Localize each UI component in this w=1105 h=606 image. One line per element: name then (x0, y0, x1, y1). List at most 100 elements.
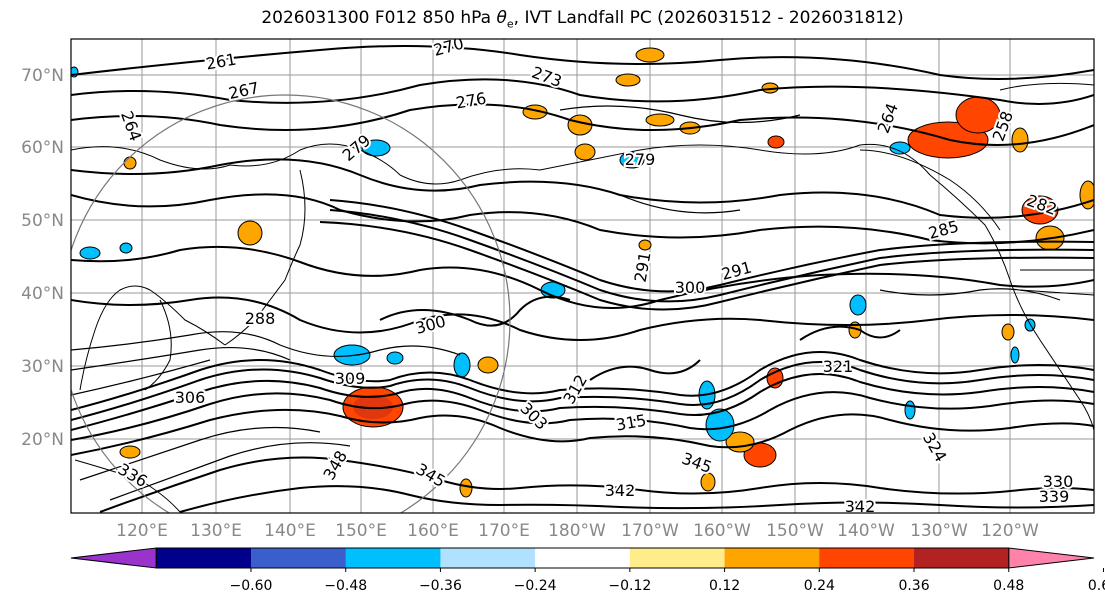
lat-label: 30°N (21, 357, 64, 377)
title-prefix: 2026031300 F012 850 hPa (261, 8, 497, 28)
contour-line (559, 105, 801, 124)
colorbar-tick-label: 0.12 (709, 578, 740, 594)
contour-line (619, 194, 741, 214)
contour-line (71, 103, 1094, 146)
lon-label: 130°W (910, 521, 968, 541)
coastline (399, 143, 931, 185)
fill-anomaly (904, 400, 916, 420)
contour-line (71, 351, 1094, 411)
contour-line (71, 158, 1094, 219)
fill-anomaly (638, 239, 652, 251)
lat-label: 40°N (21, 284, 64, 304)
contour-line (71, 78, 1094, 105)
fill-anomaly (119, 445, 141, 459)
contour-line (71, 245, 1094, 309)
lat-label: 50°N (21, 211, 64, 231)
contour-line (71, 359, 211, 396)
lon-label: 140°W (837, 521, 895, 541)
contour-label: 309 (335, 369, 366, 388)
fill-anomaly (1001, 323, 1015, 341)
fill-anomaly (119, 242, 133, 254)
contour-line (329, 199, 1094, 293)
colorbar-swatch (535, 548, 631, 568)
colorbar-swatch (724, 548, 820, 568)
colorbar-swatch (440, 548, 536, 568)
lon-label: 150°E (335, 521, 387, 541)
contour-line (71, 408, 1094, 456)
colorbar-swatch (345, 548, 441, 568)
fill-anomaly (849, 294, 867, 316)
contour-line (589, 359, 701, 381)
contour-label: 339 (1039, 487, 1070, 506)
theta-e-contours (71, 45, 1094, 513)
fill-anomaly (459, 478, 473, 498)
title-theta-subscript: e (506, 17, 514, 31)
fill-anomaly (123, 156, 137, 170)
fill-anomaly (237, 220, 263, 246)
contour-line (79, 426, 321, 481)
coastline (144, 299, 172, 391)
contour-line (71, 361, 1094, 421)
colorbar-tick-label: −0.12 (608, 578, 651, 594)
colorbar-swatch (819, 548, 915, 568)
lon-label: 140°E (264, 521, 316, 541)
fill-anomaly (574, 143, 596, 161)
contour-label: 300 (675, 278, 706, 297)
colorbar-tick-label: 0.60 (1088, 578, 1105, 594)
lon-label: 160°W (693, 521, 751, 541)
contour-line (71, 346, 291, 371)
fill-anomaly (333, 344, 371, 366)
colorbar-swatch (156, 548, 252, 568)
coastline (859, 149, 1001, 231)
fill-anomaly (889, 141, 911, 155)
lon-label: 160°E (407, 521, 459, 541)
colorbar-tick-label: −0.60 (230, 578, 273, 594)
lat-label: 60°N (21, 138, 64, 158)
fill-anomaly (353, 395, 393, 419)
coastline (71, 143, 401, 176)
lon-label: 170°W (621, 521, 679, 541)
coastline (999, 82, 1094, 91)
fill-anomaly (700, 472, 716, 492)
contour-line (329, 209, 1094, 303)
contour-line (879, 288, 1061, 301)
colorbar-tick-label: 0.24 (804, 578, 835, 594)
contour-label: 321 (823, 357, 854, 376)
theta-e-contours-thin (71, 105, 1061, 501)
contour-line (179, 485, 1094, 513)
coastline (74, 459, 181, 513)
fill-anomaly (1011, 127, 1029, 153)
contour-line (71, 373, 1094, 431)
contour-label: 279 (625, 150, 656, 169)
lon-label: 120°W (981, 521, 1039, 541)
lon-label: 170°E (478, 521, 530, 541)
fill-anomaly (645, 113, 675, 127)
fill-anomaly (79, 246, 101, 260)
contour-label: 342 (605, 481, 636, 500)
lat-label: 70°N (21, 66, 64, 86)
colorbar-extend-low (70, 547, 157, 569)
contour-line (71, 296, 1094, 341)
colorbar-extend-high (1008, 547, 1095, 569)
map-title: 2026031300 F012 850 hPa θe, IVT Landfall… (0, 8, 1105, 30)
contour-line (71, 193, 1094, 245)
contour-line (71, 45, 1094, 80)
contour-line (799, 325, 901, 341)
map-frame (70, 38, 1095, 514)
colorbar-swatch (629, 548, 725, 568)
contour-line (71, 391, 1094, 441)
fill-anomaly (361, 139, 391, 157)
contour-label: 342 (845, 497, 876, 516)
colorbar-tick-label: −0.48 (324, 578, 367, 594)
longitude-labels: 120°E 130°E 140°E 150°E 160°E 170°E 180°W 170°W… (116, 521, 1039, 541)
colorbar-tick-label: −0.24 (514, 578, 557, 594)
lon-label: 120°E (116, 521, 168, 541)
coastline (79, 285, 226, 391)
fill-anomaly (1010, 346, 1020, 364)
fill-anomaly (386, 351, 404, 365)
contour-label: 288 (245, 309, 276, 328)
contour-line (109, 442, 351, 501)
contour-line (71, 331, 461, 358)
colorbar-tick-label: −0.36 (419, 578, 462, 594)
